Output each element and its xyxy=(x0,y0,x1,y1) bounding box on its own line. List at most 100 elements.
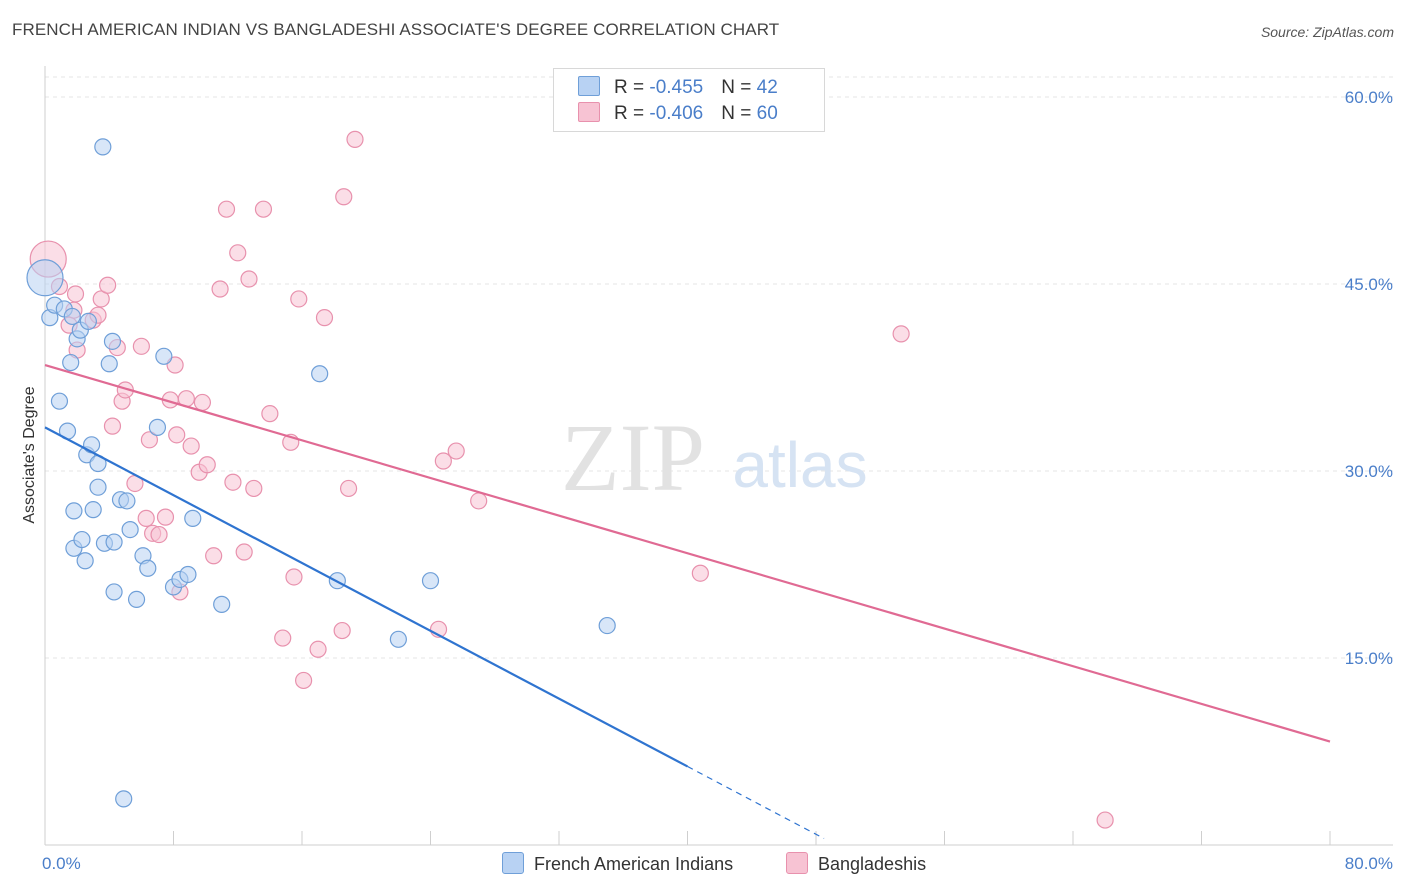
point-french-american-indians xyxy=(89,478,107,496)
legend-n-value: 42 xyxy=(756,77,778,98)
legend-r-value: -0.406 xyxy=(649,103,704,124)
point-bangladeshis xyxy=(295,671,313,690)
trend-line-bangladeshis xyxy=(44,363,1331,743)
bottom-legend-swatch-blue xyxy=(502,852,524,874)
point-bangladeshis xyxy=(285,568,303,586)
point-bangladeshis xyxy=(211,280,229,298)
y-axis-title: Associate's Degree xyxy=(21,386,38,523)
point-bangladeshis xyxy=(245,479,263,498)
watermark-zip: ZIP xyxy=(561,404,705,511)
trend-lines xyxy=(44,363,1331,840)
point-french-american-indians xyxy=(179,565,197,584)
point-bangladeshis xyxy=(1096,811,1114,829)
point-french-american-indians xyxy=(76,552,94,570)
legend-swatch-blue xyxy=(578,76,600,96)
point-bangladeshis xyxy=(137,509,155,527)
legend-n-value: 60 xyxy=(756,103,778,124)
point-bangladeshis xyxy=(254,200,273,218)
legend-r-value: -0.455 xyxy=(649,77,704,98)
point-bangladeshis xyxy=(290,290,308,308)
point-bangladeshis xyxy=(103,417,122,435)
point-french-american-indians xyxy=(103,332,122,350)
point-bangladeshis xyxy=(235,543,253,561)
point-french-american-indians xyxy=(115,790,133,808)
source-label: Source: ZipAtlas.com xyxy=(1260,24,1394,40)
point-french-american-indians xyxy=(184,509,202,527)
point-bangladeshis xyxy=(198,456,216,474)
trend-line-extension xyxy=(687,765,825,840)
x-tick-label: 80.0% xyxy=(1345,854,1393,873)
y-tick-label: 60.0% xyxy=(1345,88,1393,107)
point-french-american-indians xyxy=(79,312,97,330)
point-bangladeshis xyxy=(166,356,184,374)
point-bangladeshis xyxy=(892,325,910,343)
point-bangladeshis xyxy=(434,452,452,470)
y-tick-label: 45.0% xyxy=(1345,275,1393,294)
legend-n-label: N = xyxy=(721,103,757,124)
point-bangladeshis xyxy=(447,442,465,460)
point-french-american-indians xyxy=(213,595,231,613)
point-french-american-indians xyxy=(421,572,440,590)
point-bangladeshis xyxy=(470,492,488,510)
point-bangladeshis xyxy=(315,309,334,327)
point-bangladeshis xyxy=(193,393,212,412)
watermark-atlas: atlas xyxy=(732,429,867,501)
bottom-legend-bangladeshis: Bangladeshis xyxy=(786,852,926,875)
point-bangladeshis xyxy=(261,405,279,423)
point-bangladeshis xyxy=(217,200,236,218)
tick-labels: 15.0% 30.0% 45.0% 60.0% 0.0% 80.0% xyxy=(42,88,1393,873)
bottom-legend-swatch-pink xyxy=(786,852,808,874)
gridlines xyxy=(45,76,1393,659)
point-french-american-indians xyxy=(139,559,157,577)
point-bangladeshis xyxy=(182,437,200,455)
point-bangladeshis xyxy=(346,130,364,148)
point-bangladeshis xyxy=(335,188,353,206)
point-bangladeshis xyxy=(224,473,242,491)
bottom-legend-label: French American Indians xyxy=(534,854,734,874)
y-tick-label: 15.0% xyxy=(1345,649,1393,668)
point-french-american-indians xyxy=(127,590,146,609)
point-bangladeshis xyxy=(156,508,175,526)
point-french-american-indians xyxy=(148,418,167,436)
point-french-american-indians xyxy=(311,365,329,383)
point-bangladeshis xyxy=(140,431,159,449)
legend-r-label: R = xyxy=(614,77,650,98)
legend-n-label: N = xyxy=(721,77,757,98)
point-french-american-indians xyxy=(26,259,64,297)
point-french-american-indians xyxy=(73,530,91,549)
point-french-american-indians xyxy=(82,436,101,454)
point-french-american-indians xyxy=(389,630,407,648)
point-french-american-indians xyxy=(155,347,173,365)
point-bangladeshis xyxy=(339,479,358,498)
bottom-legend-label: Bangladeshis xyxy=(818,854,927,874)
point-bangladeshis xyxy=(333,621,351,640)
legend-row-french-american-indians: R = -0.455 N = 42 xyxy=(578,76,778,100)
legend-row-bangladeshis: R = -0.406 N = 60 xyxy=(578,102,778,126)
point-bangladeshis xyxy=(691,564,709,582)
point-bangladeshis xyxy=(132,337,150,355)
legend-swatch-pink xyxy=(578,102,600,122)
point-bangladeshis xyxy=(150,525,168,544)
chart-title: FRENCH AMERICAN INDIAN VS BANGLADESHI AS… xyxy=(12,20,780,39)
point-french-american-indians xyxy=(118,492,136,510)
point-french-american-indians xyxy=(62,353,80,372)
point-french-american-indians xyxy=(65,502,83,520)
point-french-american-indians xyxy=(100,355,118,373)
x-tick-label: 0.0% xyxy=(42,854,81,873)
point-french-american-indians xyxy=(63,307,81,326)
point-bangladeshis xyxy=(309,640,327,658)
watermark: ZIP atlas xyxy=(561,404,868,511)
point-french-american-indians xyxy=(50,392,69,410)
point-bangladeshis xyxy=(229,244,247,262)
point-bangladeshis xyxy=(205,547,223,565)
legend: R = -0.455 N = 42 R = -0.406 N = 60 xyxy=(553,68,825,132)
point-french-american-indians xyxy=(598,616,616,635)
point-french-american-indians xyxy=(84,501,102,519)
legend-r-label: R = xyxy=(614,103,650,124)
point-bangladeshis xyxy=(66,285,85,303)
point-bangladeshis xyxy=(274,629,292,647)
y-tick-label: 30.0% xyxy=(1345,462,1393,481)
point-french-american-indians xyxy=(105,533,123,551)
trend-line-french-american-indians xyxy=(44,426,689,768)
